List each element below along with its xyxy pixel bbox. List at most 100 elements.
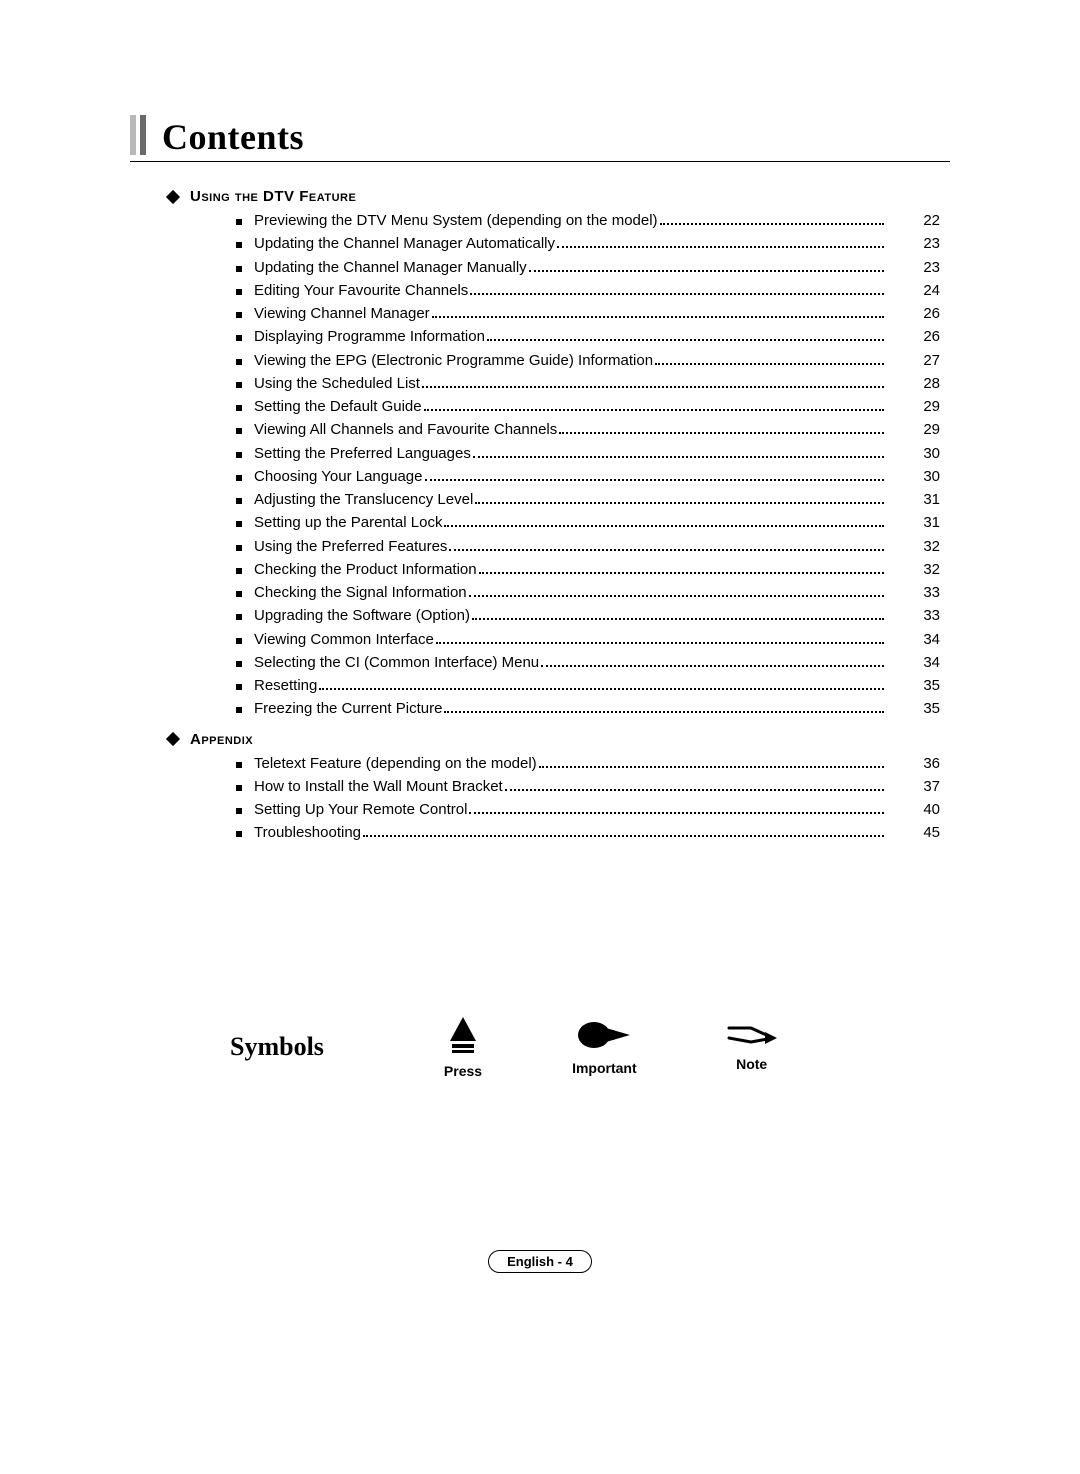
square-bullet-icon [236, 289, 242, 295]
toc-item-page: 34 [906, 628, 940, 651]
toc-row: Selecting the CI (Common Interface) Menu… [236, 651, 940, 674]
symbols-block: Symbols Press Important [230, 1015, 950, 1079]
square-bullet-icon [236, 785, 242, 791]
square-bullet-icon [236, 359, 242, 365]
toc-leader-dots [475, 492, 884, 504]
toc-item-label: Previewing the DTV Menu System (dependin… [254, 209, 658, 232]
toc-leader-dots [529, 260, 884, 272]
toc-item-page: 36 [906, 752, 940, 775]
title-bar-dark [140, 115, 146, 155]
toc-row: Viewing Common Interface 34 [236, 628, 940, 651]
toc-item-page: 32 [906, 535, 940, 558]
square-bullet-icon [236, 219, 242, 225]
toc-row: Checking the Product Information32 [236, 558, 940, 581]
square-bullet-icon [236, 405, 242, 411]
toc-item-page: 34 [906, 651, 940, 674]
note-icon [727, 1022, 777, 1048]
toc-item-label: Setting Up Your Remote Control [254, 798, 467, 821]
toc-leader-dots [449, 539, 884, 551]
toc-row: Choosing Your Language30 [236, 465, 940, 488]
toc-item-page: 33 [906, 604, 940, 627]
toc-item-page: 37 [906, 775, 940, 798]
toc-leader-dots [319, 678, 884, 690]
symbol-press: Press [444, 1015, 482, 1079]
symbol-label: Note [736, 1056, 767, 1072]
press-icon [446, 1015, 480, 1055]
symbol-label: Press [444, 1063, 482, 1079]
toc-row: Resetting 35 [236, 674, 940, 697]
toc-leader-dots [363, 825, 884, 837]
toc-item-label: Editing Your Favourite Channels [254, 279, 468, 302]
square-bullet-icon [236, 808, 242, 814]
square-bullet-icon [236, 382, 242, 388]
square-bullet-icon [236, 638, 242, 644]
toc-item-label: Freezing the Current Picture [254, 697, 442, 720]
toc-item-page: 31 [906, 488, 940, 511]
toc-row: Previewing the DTV Menu System (dependin… [236, 209, 940, 232]
toc-item-label: Updating the Channel Manager Manually [254, 256, 527, 279]
toc-item-label: Setting up the Parental Lock [254, 511, 442, 534]
toc-item-label: Resetting [254, 674, 317, 697]
toc-item-page: 40 [906, 798, 940, 821]
toc-item-page: 29 [906, 418, 940, 441]
title-bar-light [130, 115, 136, 155]
toc-leader-dots [444, 701, 884, 713]
toc-item-label: Updating the Channel Manager Automatical… [254, 232, 555, 255]
toc-leader-dots [539, 756, 884, 768]
toc-item-label: Choosing Your Language [254, 465, 423, 488]
toc-item-page: 31 [906, 511, 940, 534]
toc-item-page: 35 [906, 674, 940, 697]
toc-item-label: Viewing the EPG (Electronic Programme Gu… [254, 349, 653, 372]
toc-leader-dots [541, 655, 884, 667]
toc-row: Setting the Preferred Languages 30 [236, 442, 940, 465]
toc-item-label: Setting the Preferred Languages [254, 442, 471, 465]
square-bullet-icon [236, 312, 242, 318]
square-bullet-icon [236, 614, 242, 620]
toc-list: Teletext Feature (depending on the model… [236, 752, 940, 845]
square-bullet-icon [236, 661, 242, 667]
toc-item-page: 26 [906, 302, 940, 325]
toc-leader-dots [660, 213, 884, 225]
square-bullet-icon [236, 831, 242, 837]
toc-item-page: 30 [906, 442, 940, 465]
toc-item-page: 23 [906, 256, 940, 279]
square-bullet-icon [236, 475, 242, 481]
toc-row: Displaying Programme Information26 [236, 325, 940, 348]
toc-row: Checking the Signal Information33 [236, 581, 940, 604]
important-icon [576, 1018, 632, 1052]
toc-item-page: 33 [906, 581, 940, 604]
toc-item-page: 29 [906, 395, 940, 418]
square-bullet-icon [236, 545, 242, 551]
toc-leader-dots [487, 329, 884, 341]
toc-row: Setting up the Parental Lock 31 [236, 511, 940, 534]
toc-row: Teletext Feature (depending on the model… [236, 752, 940, 775]
square-bullet-icon [236, 428, 242, 434]
title-decoration-bars [130, 115, 146, 155]
square-bullet-icon [236, 498, 242, 504]
square-bullet-icon [236, 591, 242, 597]
title-block: Contents [130, 115, 950, 162]
square-bullet-icon [236, 762, 242, 768]
toc-leader-dots [432, 306, 884, 318]
square-bullet-icon [236, 452, 242, 458]
toc-row: Using the Scheduled List28 [236, 372, 940, 395]
toc-item-page: 27 [906, 349, 940, 372]
toc-item-label: Adjusting the Translucency Level [254, 488, 473, 511]
toc-item-label: Checking the Product Information [254, 558, 477, 581]
toc-leader-dots [470, 283, 884, 295]
toc-leader-dots [422, 376, 884, 388]
toc-leader-dots [473, 446, 884, 458]
toc-item-label: Displaying Programme Information [254, 325, 485, 348]
diamond-bullet-icon [166, 189, 180, 203]
toc-item-label: Setting the Default Guide [254, 395, 422, 418]
toc-leader-dots [469, 802, 884, 814]
toc-row: Freezing the Current Picture35 [236, 697, 940, 720]
toc-leader-dots [436, 632, 884, 644]
toc-row: Troubleshooting45 [236, 821, 940, 844]
toc-leader-dots [505, 779, 884, 791]
toc-row: Viewing All Channels and Favourite Chann… [236, 418, 940, 441]
section-title: Appendix [190, 731, 253, 748]
diamond-bullet-icon [166, 732, 180, 746]
toc-leader-dots [479, 562, 884, 574]
toc-item-label: Viewing Common Interface [254, 628, 434, 651]
